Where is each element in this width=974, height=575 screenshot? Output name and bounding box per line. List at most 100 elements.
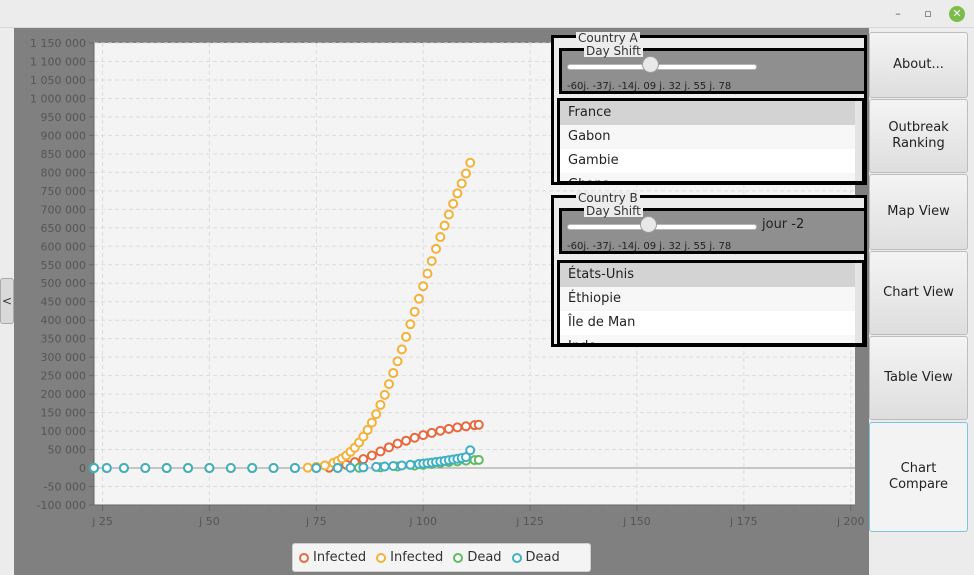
y-tick-label: 450 000 xyxy=(41,296,87,309)
data-point-infected-a xyxy=(383,442,394,453)
data-point-infected-a xyxy=(409,432,420,443)
data-point-infected-a xyxy=(418,430,429,441)
country-a-title: Country A xyxy=(576,31,640,45)
y-tick-label: 150 000 xyxy=(41,407,87,420)
country-a-panel: Country A Day Shift -60j. -37j. -14j. 09… xyxy=(551,31,867,185)
country-list-item[interactable]: États-Unis xyxy=(560,263,862,287)
data-point-infected-b xyxy=(431,243,442,254)
data-point-dead-a xyxy=(473,454,484,465)
data-point-infected-b xyxy=(366,417,377,428)
data-point-infected-b xyxy=(319,460,330,471)
y-tick-label: 200 000 xyxy=(41,388,87,401)
legend-marker xyxy=(511,552,522,563)
country-b-slider-thumb[interactable] xyxy=(639,216,657,233)
chart-compare-button[interactable]: Chart Compare xyxy=(869,422,968,532)
legend-marker xyxy=(453,552,464,563)
data-point-infected-b xyxy=(375,399,386,410)
x-tick-label: j 25 xyxy=(91,515,113,528)
country-a-dayshift: Day Shift -60j. -37j. -14j. 09 j. 32 j. … xyxy=(559,45,867,94)
data-point-infected-b xyxy=(448,198,459,209)
data-point-infected-b xyxy=(383,379,394,390)
table-view-button[interactable]: Table View xyxy=(869,336,968,420)
collapse-panel-button[interactable]: < xyxy=(0,278,14,324)
country-list-item[interactable]: Gabon xyxy=(560,125,862,149)
data-point-dead-b xyxy=(388,461,399,472)
legend-label: Infected xyxy=(313,550,367,565)
data-point-infected-b xyxy=(388,368,399,379)
y-tick-label: 400 000 xyxy=(41,314,87,327)
data-point-dead-b xyxy=(379,461,390,472)
minimize-icon[interactable]: – xyxy=(895,7,901,20)
country-b-slider-value: jour -2 xyxy=(762,217,805,232)
country-list-item[interactable]: Ghana xyxy=(560,173,862,181)
data-point-dead-b xyxy=(289,463,300,474)
x-tick-label: j 150 xyxy=(622,515,651,528)
country-list-item[interactable]: Gambie xyxy=(568,153,619,168)
data-point-infected-b xyxy=(405,319,416,330)
legend-item: Dead xyxy=(453,550,502,565)
data-point-infected-b xyxy=(302,462,313,473)
y-tick-label: -100 000 xyxy=(37,499,86,512)
map-view-button[interactable]: Map View xyxy=(869,174,968,250)
maximize-icon[interactable]: ▫ xyxy=(924,7,932,20)
y-tick-label: 600 000 xyxy=(41,240,87,253)
y-tick-label: 500 000 xyxy=(41,277,87,290)
data-point-dead-b xyxy=(405,459,416,470)
x-tick-label: j 125 xyxy=(515,515,544,528)
data-point-infected-a xyxy=(366,450,377,461)
data-point-dead-b xyxy=(311,463,322,474)
close-icon[interactable]: ✕ xyxy=(949,6,965,22)
legend-item: Dead xyxy=(511,550,560,565)
data-point-infected-b xyxy=(409,306,420,317)
data-point-infected-b xyxy=(426,256,437,267)
country-list-item[interactable]: Éthiopie xyxy=(560,287,862,311)
country-b-list-scrollbar[interactable] xyxy=(855,263,862,343)
data-point-infected-b xyxy=(401,331,412,342)
y-tick-label: 1 050 000 xyxy=(30,74,86,87)
data-point-infected-b xyxy=(362,424,373,435)
y-tick-label: 950 000 xyxy=(41,111,87,124)
chart-view-button[interactable]: Chart View xyxy=(869,251,968,335)
data-point-dead-b xyxy=(268,463,279,474)
data-point-infected-b xyxy=(443,209,454,220)
data-point-infected-b xyxy=(379,389,390,400)
y-tick-label: 1 000 000 xyxy=(30,92,86,105)
data-point-dead-b xyxy=(460,452,471,463)
country-a-slider-thumb[interactable] xyxy=(642,56,660,73)
country-list-item[interactable]: France xyxy=(560,101,862,125)
data-point-dead-b xyxy=(183,463,194,474)
country-b-title: Country B xyxy=(576,191,640,205)
data-point-infected-b xyxy=(392,356,403,367)
data-point-infected-b xyxy=(358,431,369,442)
data-point-infected-a xyxy=(375,446,386,457)
data-point-dead-b xyxy=(358,462,369,473)
country-a-list-scrollbar[interactable] xyxy=(855,101,862,181)
x-tick-label: j 50 xyxy=(198,515,220,528)
legend-item: Infected xyxy=(376,550,443,565)
country-list-item[interactable]: Inde xyxy=(560,335,862,343)
data-point-infected-a xyxy=(460,421,471,432)
data-point-dead-b xyxy=(396,460,407,471)
data-point-infected-a xyxy=(401,435,412,446)
country-b-slider-track[interactable] xyxy=(567,224,757,230)
about-button[interactable]: About... xyxy=(869,32,968,98)
data-point-infected-b xyxy=(413,293,424,304)
y-tick-label: 50 000 xyxy=(48,444,87,457)
data-point-infected-a xyxy=(435,425,446,436)
y-tick-label: 550 000 xyxy=(41,259,87,272)
y-tick-label: 1 150 000 xyxy=(30,37,86,50)
data-point-infected-b xyxy=(418,281,429,292)
data-point-infected-a xyxy=(358,454,369,465)
data-point-infected-b xyxy=(452,188,463,199)
country-list-item[interactable]: Île de Man xyxy=(568,315,636,330)
outbreak-ranking-button[interactable]: Outbreak Ranking xyxy=(869,99,968,173)
data-point-dead-b xyxy=(89,463,99,474)
title-bar: – ▫ ✕ xyxy=(0,0,974,28)
data-point-dead-b xyxy=(332,462,343,473)
legend-label: Dead xyxy=(467,550,502,565)
y-tick-label: 300 000 xyxy=(41,351,87,364)
data-point-infected-a xyxy=(426,427,437,438)
country-a-slider-track[interactable] xyxy=(567,64,757,70)
